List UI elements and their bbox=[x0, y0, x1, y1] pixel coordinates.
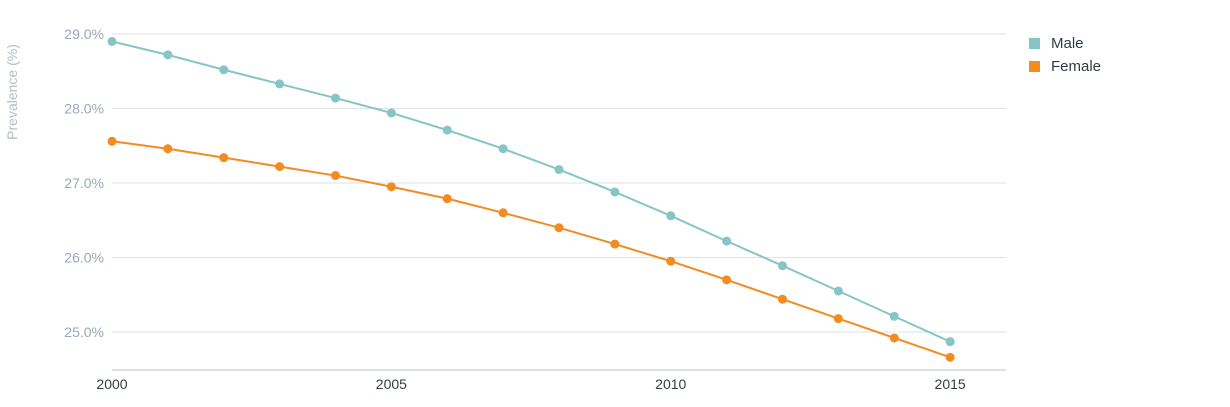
legend: Male Female bbox=[1029, 35, 1101, 75]
y-tick-label: 25.0% bbox=[64, 324, 104, 340]
data-point-female[interactable] bbox=[778, 294, 787, 304]
y-tick-label: 27.0% bbox=[64, 175, 104, 191]
data-point-male[interactable] bbox=[722, 236, 732, 246]
data-point-male[interactable] bbox=[610, 187, 620, 197]
x-tick-label: 2000 bbox=[96, 376, 127, 392]
series-female bbox=[107, 136, 955, 362]
data-point-male[interactable] bbox=[163, 50, 173, 60]
data-point-male[interactable] bbox=[275, 79, 285, 89]
x-tick-label: 2010 bbox=[655, 376, 686, 392]
data-point-female[interactable] bbox=[442, 194, 452, 204]
data-point-male[interactable] bbox=[442, 125, 452, 135]
y-axis-ticks: 25.0% 26.0% 27.0% 28.0% 29.0% bbox=[64, 26, 104, 340]
legend-label: Female bbox=[1051, 58, 1101, 75]
data-point-female[interactable] bbox=[107, 136, 117, 146]
data-point-male[interactable] bbox=[107, 36, 117, 46]
legend-label: Male bbox=[1051, 35, 1084, 52]
data-point-female[interactable] bbox=[722, 275, 732, 285]
y-tick-label: 28.0% bbox=[64, 101, 104, 117]
data-point-male[interactable] bbox=[945, 337, 955, 347]
series-male bbox=[107, 36, 955, 347]
x-tick-label: 2015 bbox=[935, 376, 966, 392]
data-point-female[interactable] bbox=[666, 256, 676, 266]
data-point-female[interactable] bbox=[889, 333, 899, 343]
series-group bbox=[107, 36, 955, 362]
x-tick-label: 2005 bbox=[376, 376, 407, 392]
data-point-male[interactable] bbox=[833, 286, 843, 296]
legend-item-male[interactable]: Male bbox=[1029, 35, 1084, 52]
y-tick-label: 26.0% bbox=[64, 250, 104, 266]
series-line-male bbox=[111, 40, 951, 343]
data-point-female[interactable] bbox=[331, 171, 340, 181]
data-point-female[interactable] bbox=[610, 239, 620, 249]
legend-swatch bbox=[1029, 38, 1040, 49]
data-point-female[interactable] bbox=[833, 314, 843, 324]
y-tick-label: 29.0% bbox=[64, 26, 104, 42]
data-point-male[interactable] bbox=[778, 261, 787, 271]
data-point-female[interactable] bbox=[219, 153, 229, 163]
data-point-female[interactable] bbox=[945, 352, 955, 362]
x-axis-ticks: 2000 2005 2010 2015 bbox=[96, 376, 965, 392]
data-point-male[interactable] bbox=[386, 108, 396, 118]
data-point-male[interactable] bbox=[889, 311, 899, 321]
legend-item-female[interactable]: Female bbox=[1029, 58, 1101, 75]
data-point-male[interactable] bbox=[219, 65, 229, 75]
data-point-male[interactable] bbox=[666, 211, 676, 221]
data-point-male[interactable] bbox=[498, 144, 508, 154]
data-point-male[interactable] bbox=[331, 93, 340, 103]
data-point-female[interactable] bbox=[386, 182, 396, 192]
data-point-male[interactable] bbox=[554, 165, 564, 175]
data-point-female[interactable] bbox=[163, 144, 173, 154]
series-line-female bbox=[111, 140, 951, 359]
data-point-female[interactable] bbox=[275, 162, 285, 172]
data-point-female[interactable] bbox=[554, 223, 564, 233]
data-point-female[interactable] bbox=[498, 208, 508, 218]
legend-swatch bbox=[1029, 61, 1040, 72]
y-axis-title: Prevalence (%) bbox=[4, 44, 20, 140]
grid-lines bbox=[112, 33, 1006, 333]
